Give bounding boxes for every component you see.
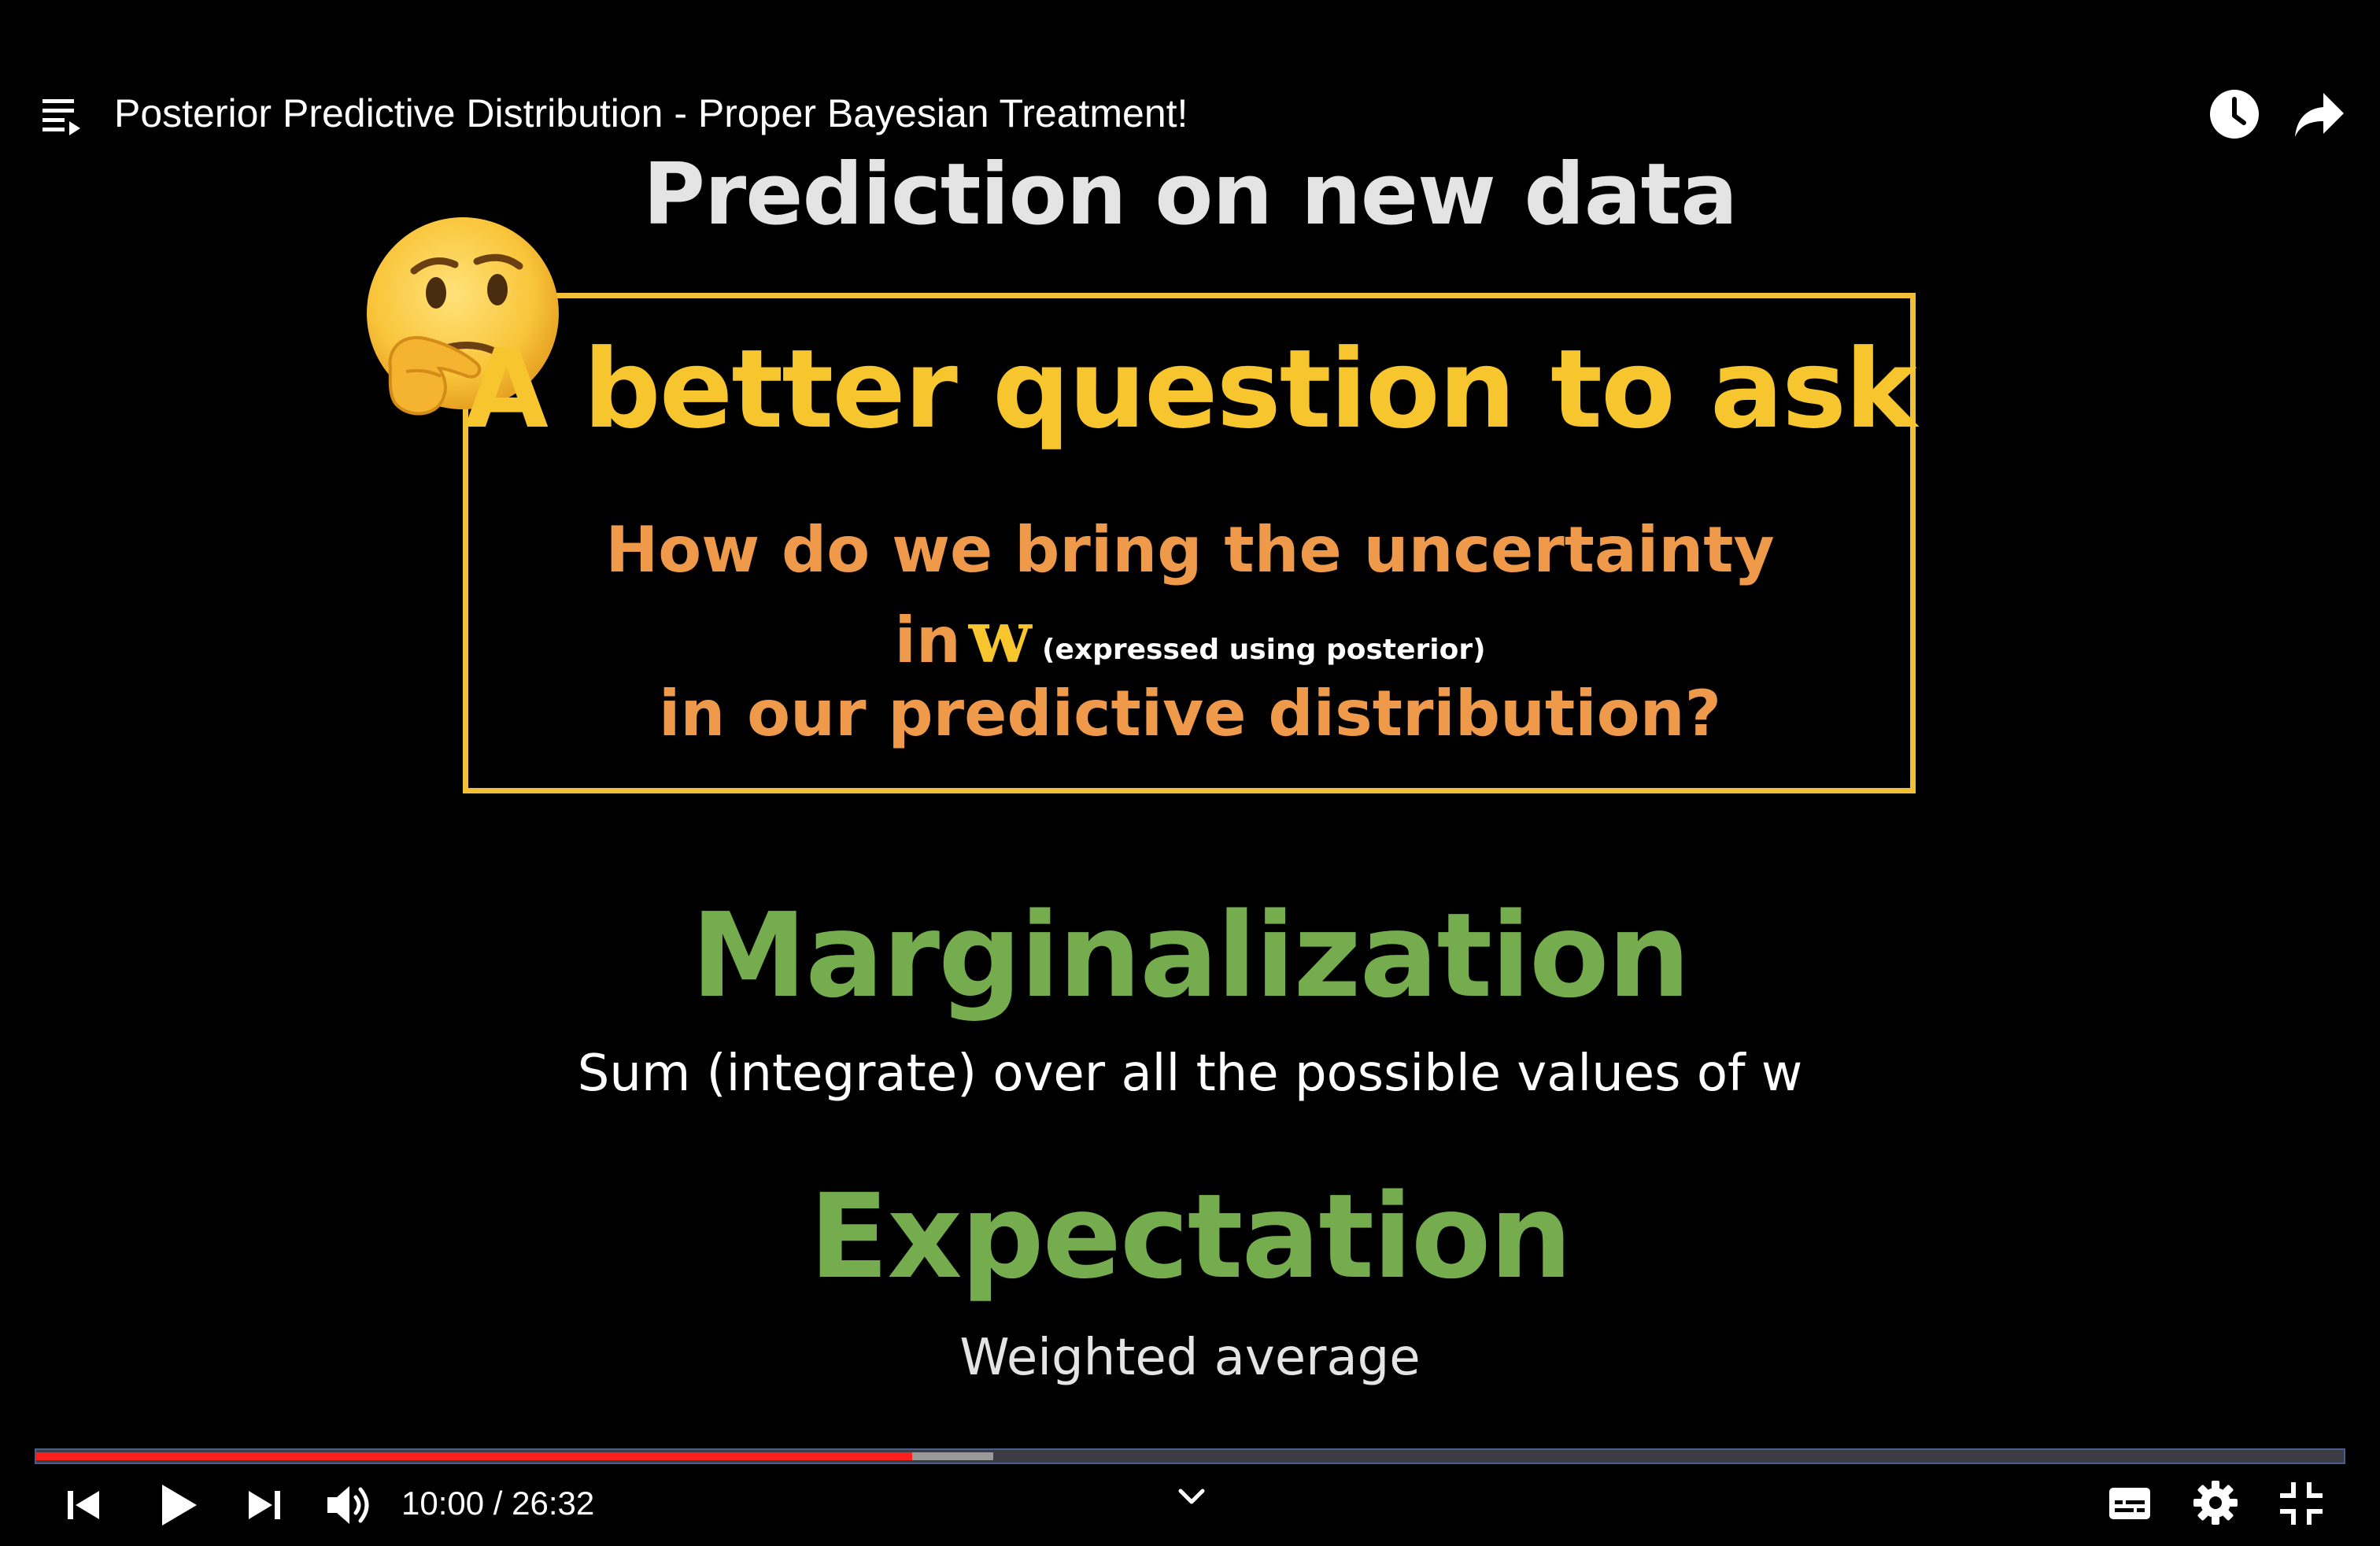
box-title: A better question to ask bbox=[464, 326, 1917, 453]
clock-icon[interactable] bbox=[2208, 88, 2260, 140]
question-box bbox=[463, 293, 1916, 793]
time-display: 10:00 / 26:32 bbox=[401, 1485, 595, 1522]
volume-icon[interactable] bbox=[326, 1483, 375, 1527]
progress-played bbox=[36, 1452, 912, 1460]
box-question-line-1: How do we bring the uncertainty bbox=[605, 513, 1775, 586]
expectation-subtitle: Weighted average bbox=[959, 1329, 1421, 1387]
previous-icon[interactable] bbox=[63, 1485, 104, 1526]
box-question-line-3: in our predictive distribution? bbox=[658, 677, 1722, 750]
chevron-down-icon[interactable] bbox=[1176, 1485, 1207, 1508]
video-title[interactable]: Posterior Predictive Distribution - Prop… bbox=[114, 91, 1188, 135]
thinking-face-icon bbox=[367, 217, 559, 416]
top-bar: Posterior Predictive Distribution - Prop… bbox=[0, 0, 2380, 181]
box-question-line-2: in w (expressed using posterior) bbox=[0, 594, 2380, 679]
marginalization-title: Marginalization bbox=[690, 888, 1691, 1023]
exit-fullscreen-icon[interactable] bbox=[2279, 1481, 2323, 1526]
box-line2-prefix: in bbox=[894, 604, 961, 677]
w-note: (expressed using posterior) bbox=[1042, 634, 1486, 666]
gear-icon[interactable] bbox=[2193, 1480, 2238, 1526]
share-arrow-icon[interactable] bbox=[2293, 91, 2345, 139]
w-symbol: w bbox=[968, 594, 1032, 679]
next-icon[interactable] bbox=[244, 1485, 285, 1526]
progress-bar[interactable] bbox=[35, 1448, 2345, 1464]
expectation-title: Expectation bbox=[809, 1169, 1572, 1304]
playlist-icon[interactable] bbox=[41, 94, 85, 139]
marginalization-subtitle: Sum (integrate) over all the possible va… bbox=[577, 1045, 1803, 1103]
play-icon[interactable] bbox=[156, 1481, 200, 1529]
subtitles-icon[interactable] bbox=[2108, 1485, 2152, 1522]
slide-heading: Prediction on new data bbox=[642, 146, 1738, 244]
